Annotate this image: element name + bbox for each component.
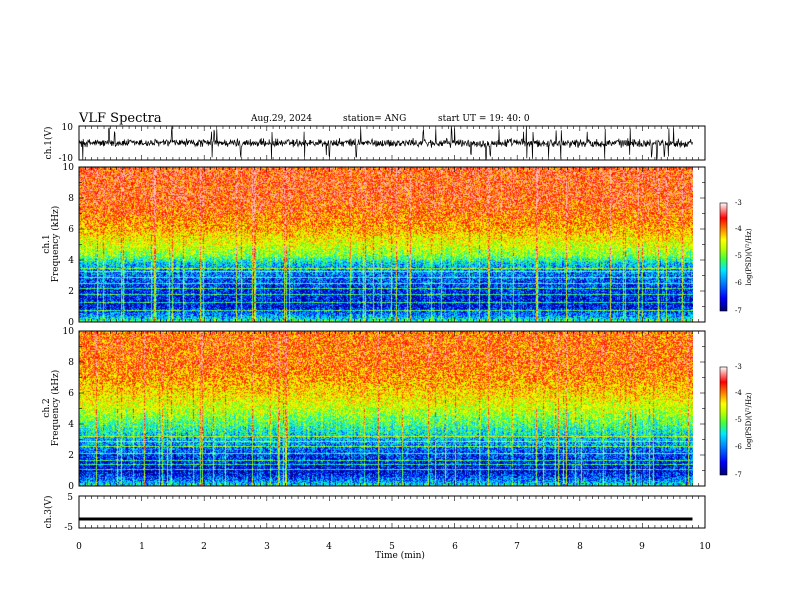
ch2-ytick-10: 10 (63, 327, 75, 337)
ch1-ytick-2: 2 (68, 287, 74, 297)
xtick-3: 3 (264, 542, 270, 552)
xtick-0: 0 (76, 542, 82, 552)
ch1-colorbar (719, 202, 728, 312)
ch1-frequency-label: Frequency (kHz) (50, 206, 61, 283)
time-axis-tick-labels: 0 1 2 3 4 5 6 7 8 9 10 (76, 542, 711, 552)
ch1-cb-tick-m5: -5 (735, 252, 742, 260)
ch3-waveform-ticks (78, 496, 706, 528)
ch2-spectrogram-canvas-wrap (79, 331, 693, 486)
ch2-frequency-tick-labels: 0 2 4 6 8 10 (63, 327, 75, 492)
station-label: station= ANG (343, 114, 407, 124)
ch3-ytick-top: 5 (67, 493, 73, 503)
xtick-9: 9 (639, 542, 645, 552)
ch1-spectrogram-ticks (78, 166, 706, 323)
ch2-spectrogram-image (79, 331, 693, 486)
ch2-cb-tick-m7: -7 (735, 471, 742, 479)
ch1-spectrogram-panel: 0 2 4 6 8 10 ch.1 Frequency (kHz) -3 -4 … (42, 163, 753, 328)
ch1-spectrogram-image (79, 167, 693, 322)
ch1-channel-label: ch.1 (42, 234, 52, 253)
ch2-ytick-2: 2 (68, 451, 74, 461)
ch1-waveform-ticks (78, 126, 706, 160)
ch2-cb-tick-m6: -6 (735, 443, 742, 451)
ch2-frequency-label: Frequency (kHz) (50, 370, 61, 447)
ch1-ytick-6: 6 (68, 225, 74, 235)
plot-title: VLF Spectra (79, 111, 162, 126)
ch2-cb-tick-m5: -5 (735, 416, 742, 424)
ch1-waveform-ylabel: ch.1(V) (43, 127, 54, 160)
xtick-5: 5 (389, 542, 395, 552)
ch2-spectrogram-panel: 0 2 4 6 8 10 ch.2 Frequency (kHz) -3 -4 … (42, 327, 753, 492)
ch1-ytick-bottom: -10 (59, 154, 74, 164)
ch2-colorbar-label: log(PSD)(V²/Hz) (745, 392, 753, 449)
ch1-cb-tick-m4: -4 (735, 225, 742, 233)
ch1-ytick-top: 10 (62, 123, 74, 133)
ch1-ytick-10: 10 (63, 163, 75, 173)
ch1-spectrogram-canvas-wrap (79, 167, 693, 322)
ch1-ytick-8: 8 (68, 194, 74, 204)
xtick-2: 2 (201, 542, 207, 552)
ch1-cb-tick-m6: -6 (735, 279, 742, 287)
ch3-waveform-ylabel: ch.3(V) (43, 496, 54, 529)
ch2-ytick-8: 8 (68, 358, 74, 368)
xtick-8: 8 (577, 542, 583, 552)
time-axis-label: Time (min) (375, 550, 425, 561)
ch3-ytick-bottom: -5 (64, 523, 73, 533)
ch1-colorbar-ticks: -3 -4 -5 -6 -7 (735, 199, 742, 315)
ch2-ytick-4: 4 (68, 420, 74, 430)
ch2-cb-tick-m4: -4 (735, 389, 742, 397)
ch1-waveform-panel: 10 -10 ch.1(V) (43, 123, 706, 164)
ch2-channel-label: ch.2 (42, 398, 52, 417)
xtick-7: 7 (514, 542, 520, 552)
ch2-cb-tick-m3: -3 (735, 363, 742, 371)
ch2-spectrogram-ticks (78, 330, 706, 487)
ch1-cb-tick-m3: -3 (735, 199, 742, 207)
xtick-1: 1 (139, 542, 145, 552)
xtick-10: 10 (699, 542, 711, 552)
xtick-6: 6 (452, 542, 458, 552)
ch2-ytick-0: 0 (68, 482, 74, 492)
ch1-cb-tick-m7: -7 (735, 307, 742, 315)
ch2-ytick-6: 6 (68, 389, 74, 399)
date-label: Aug.29, 2024 (251, 114, 312, 124)
ch2-colorbar (719, 366, 728, 476)
ch1-ytick-0: 0 (68, 318, 74, 328)
start-time-label: start UT = 19: 40: 0 (438, 114, 530, 124)
ch1-ytick-4: 4 (68, 256, 74, 266)
ch1-waveform-line (78, 126, 693, 161)
ch1-colorbar-label: log(PSD)(V²/Hz) (745, 228, 753, 285)
ch2-colorbar-ticks: -3 -4 -5 -6 -7 (735, 363, 742, 479)
xtick-4: 4 (326, 542, 332, 552)
ch3-waveform-panel: 5 -5 ch.3(V) 0 1 2 3 4 5 6 7 8 9 10 Time… (43, 493, 711, 561)
ch1-frequency-tick-labels: 0 2 4 6 8 10 (63, 163, 75, 328)
ch3-waveform-frame (78, 495, 706, 529)
